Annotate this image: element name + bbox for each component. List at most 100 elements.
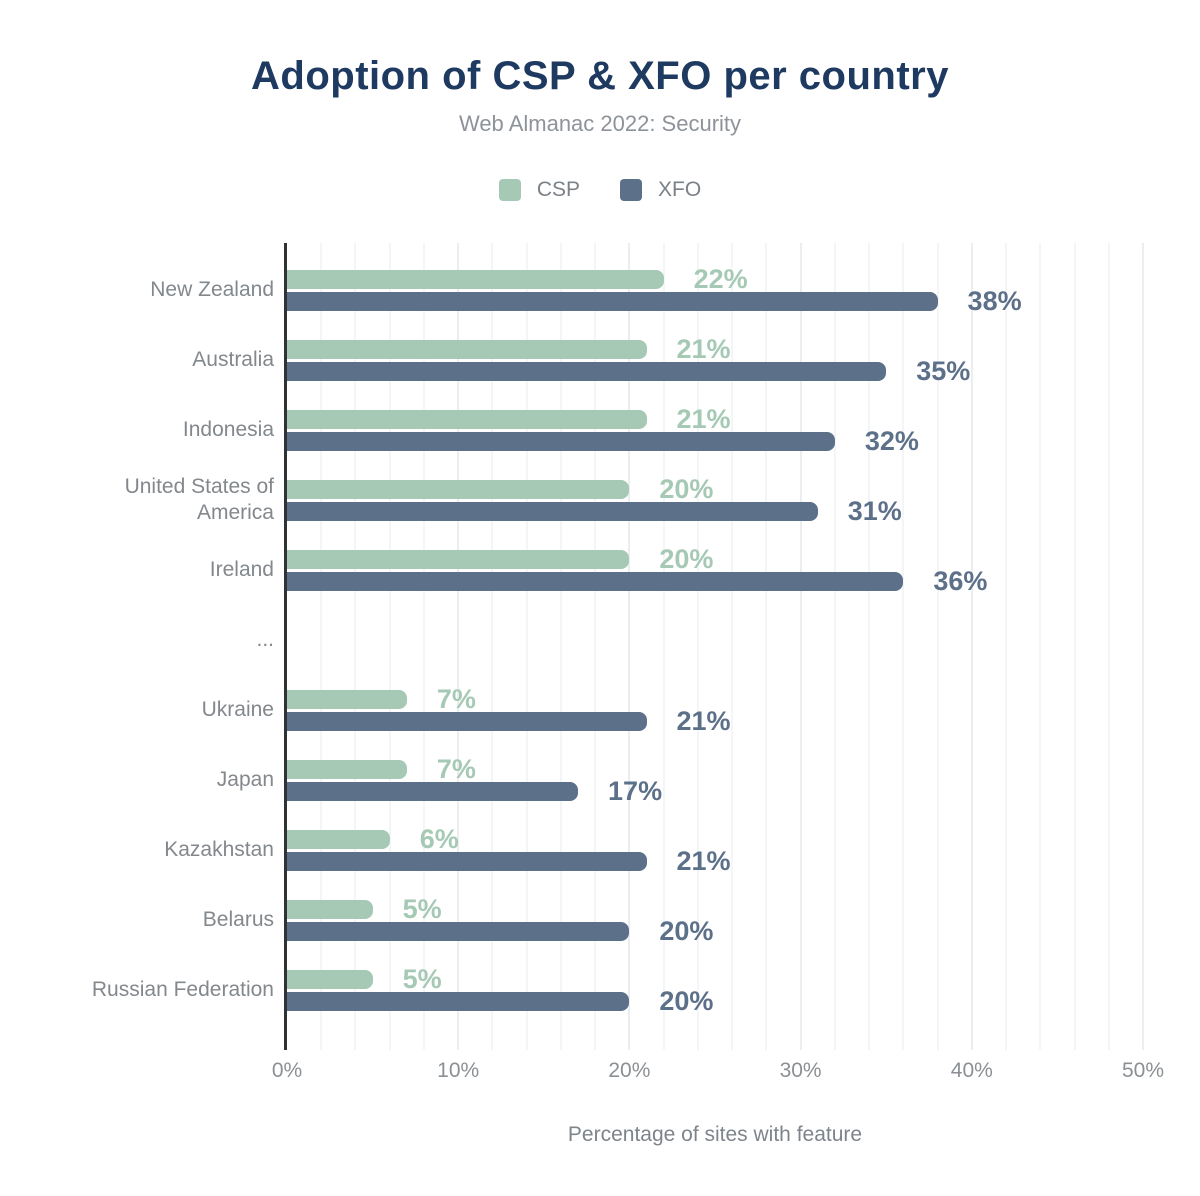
x-tick-label: 10% <box>437 1059 480 1082</box>
category-label: Australia <box>192 348 274 371</box>
csp-bar <box>287 759 407 779</box>
category-label: Ukraine <box>201 698 274 721</box>
csp-value-label: 7% <box>436 683 476 714</box>
xfo-value-label: 32% <box>864 425 919 456</box>
xfo-bar <box>287 781 579 801</box>
csp-value-label: 22% <box>693 263 748 294</box>
category-label: Belarus <box>202 908 274 931</box>
major-gridline <box>457 243 460 1050</box>
xfo-value-label: 35% <box>916 355 971 386</box>
category-label: Ireland <box>209 558 274 581</box>
xfo-value-label: 38% <box>967 285 1022 316</box>
minor-gridline <box>1107 243 1110 1050</box>
csp-value-label: 20% <box>659 543 714 574</box>
xfo-value-label: 20% <box>659 985 714 1016</box>
xfo-bar-line: 20% <box>287 916 1143 946</box>
csp-bar-line: 7% <box>287 754 1143 784</box>
x-axis-ticks: 0% 10% 20% 30% 40% 50% <box>272 1059 1164 1083</box>
xfo-value-label: 21% <box>676 705 731 736</box>
csp-value-label: 20% <box>659 473 714 504</box>
xfo-bar-line: 38% <box>287 286 1143 316</box>
minor-gridline <box>320 243 323 1050</box>
chart-row: New Zealand 22% 38% <box>150 255 1143 325</box>
chart-row: Indonesia 21% 32% <box>183 395 1143 465</box>
minor-gridline <box>1073 243 1076 1050</box>
minor-gridline <box>868 243 871 1050</box>
minor-gridline <box>388 243 391 1050</box>
xfo-bar <box>287 571 904 591</box>
csp-bar <box>287 269 664 289</box>
minor-gridline <box>491 243 494 1050</box>
xfo-value-label: 20% <box>659 915 714 946</box>
csp-bar-line: 20% <box>287 544 1143 574</box>
chart-row: Australia 21% 35% <box>192 325 1143 395</box>
minor-gridline <box>833 243 836 1050</box>
xfo-bar-line: 36% <box>287 566 1143 596</box>
chart-row: Japan 7% 17% <box>217 745 1143 815</box>
major-gridline <box>799 243 802 1050</box>
xfo-value-label: 31% <box>847 495 902 526</box>
csp-bar <box>287 829 390 849</box>
legend-item-csp: CSP <box>498 178 580 202</box>
csp-bar-line: 5% <box>287 964 1143 994</box>
csp-bar <box>287 339 647 359</box>
minor-gridline <box>594 243 597 1050</box>
minor-gridline <box>1005 243 1008 1050</box>
minor-gridline <box>696 243 699 1050</box>
minor-gridline <box>559 243 562 1050</box>
plot-area: New Zealand 22% 38% Australia 21% 35% Indonesi… <box>92 243 1144 1050</box>
chart-row: Belarus 5% 20% <box>203 885 1143 955</box>
xfo-bar-line: 21% <box>287 706 1143 736</box>
csp-bar <box>287 409 647 429</box>
legend-item-xfo: XFO <box>620 178 701 202</box>
csp-value-label: 5% <box>402 963 442 994</box>
major-gridline <box>970 243 973 1050</box>
csp-value-label: 6% <box>419 823 459 854</box>
chart-row: Kazakhstan 6% 21% <box>164 815 1143 885</box>
legend: CSP XFO <box>0 178 1200 202</box>
xfo-value-label: 17% <box>608 775 663 806</box>
x-tick-label: 30% <box>779 1059 822 1082</box>
category-label: Kazakhstan <box>164 838 274 861</box>
xfo-bar-line: 35% <box>287 356 1143 386</box>
csp-bar <box>287 549 630 569</box>
csp-value-label: 21% <box>676 403 731 434</box>
xfo-bar-line: 32% <box>287 426 1143 456</box>
csp-bar-line: 22% <box>287 264 1143 294</box>
csp-bar <box>287 899 373 919</box>
minor-gridline <box>765 243 768 1050</box>
csp-value-label: 5% <box>402 893 442 924</box>
x-tick-label: 40% <box>950 1059 993 1082</box>
category-label: Indonesia <box>182 418 274 441</box>
csp-value-label: 21% <box>676 333 731 364</box>
chart-subtitle: Web Almanac 2022: Security <box>458 111 742 136</box>
xfo-bar <box>287 711 647 731</box>
minor-gridline <box>662 243 665 1050</box>
csp-bar-line: 21% <box>287 404 1143 434</box>
xfo-bar-line: 31% <box>287 496 1143 526</box>
ellipsis-label: ... <box>256 628 274 651</box>
xfo-legend-label: XFO <box>658 178 702 201</box>
minor-gridline <box>902 243 905 1050</box>
category-label: Japan <box>216 768 274 791</box>
csp-bar <box>287 479 630 499</box>
major-gridline <box>628 243 631 1050</box>
csp-legend-swatch-icon <box>498 179 521 201</box>
minor-gridline <box>354 243 357 1050</box>
xfo-value-label: 36% <box>933 565 988 596</box>
xfo-value-label: 21% <box>676 845 731 876</box>
major-gridline <box>1142 243 1144 1050</box>
xfo-bar <box>287 501 818 521</box>
xfo-legend-swatch-icon <box>620 179 642 201</box>
csp-legend-label: CSP <box>536 178 580 201</box>
csp-bar <box>287 689 407 709</box>
chart-row: Ireland 20% 36% <box>210 535 1143 605</box>
csp-bar-line: 6% <box>287 824 1143 854</box>
category-label: United States of America <box>124 475 274 524</box>
csp-bar-line: 21% <box>287 334 1143 364</box>
chart-row: ... <box>256 605 1143 675</box>
xfo-bar-line: 17% <box>287 776 1143 806</box>
xfo-bar <box>287 851 647 871</box>
minor-gridline <box>731 243 734 1050</box>
